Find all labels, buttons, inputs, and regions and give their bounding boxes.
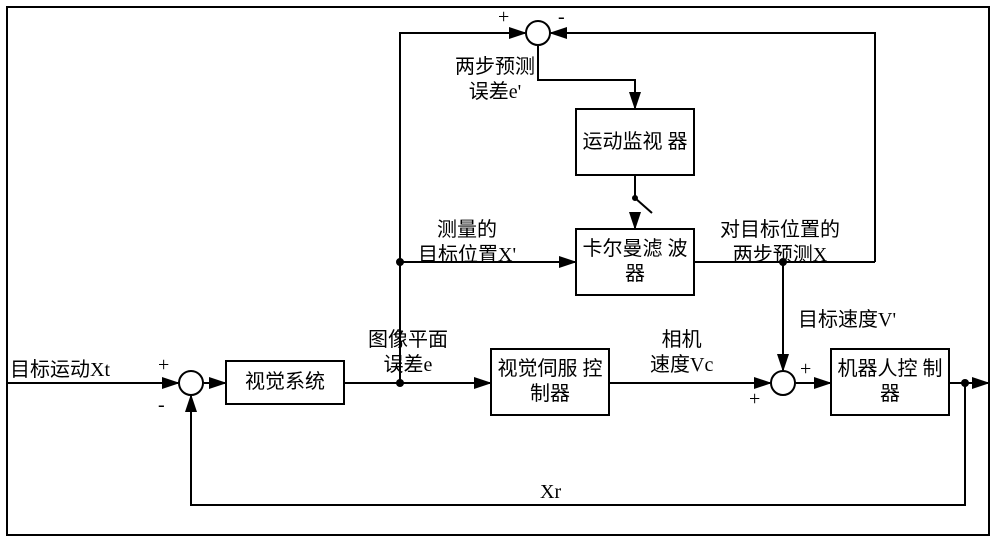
input-label: 目标运动Xt (10, 358, 110, 383)
motion-monitor-label: 运动监视 器 (583, 130, 688, 155)
robot-controller-label: 机器人控 制器 (832, 357, 948, 407)
servo-controller-label: 视觉伺服 控制器 (492, 357, 608, 407)
img-err-label: 图像平面 误差e (368, 328, 448, 378)
measured-pos-label: 测量的 目标位置X' (418, 218, 516, 268)
cam-vel-label: 相机 速度Vc (650, 328, 713, 378)
sign-left-minus: - (158, 394, 165, 417)
vision-system-block: 视觉系统 (225, 360, 345, 405)
feedback-label: Xr (540, 480, 561, 505)
sign-top-minus: - (558, 6, 565, 29)
sign-left-plus: + (158, 354, 169, 377)
sign-right-plus: + (749, 388, 760, 411)
kalman-filter-label: 卡尔曼滤 波器 (577, 237, 693, 287)
robot-controller-block: 机器人控 制器 (830, 348, 950, 416)
kalman-filter-block: 卡尔曼滤 波器 (575, 228, 695, 296)
sign-top-plus: + (498, 6, 509, 29)
summer-left (178, 370, 204, 396)
servo-controller-block: 视觉伺服 控制器 (490, 348, 610, 416)
sign-right-plus2: + (800, 358, 811, 381)
two-step-pred-label: 对目标位置的 两步预测X (720, 218, 840, 268)
summer-right (770, 370, 796, 396)
summer-top (525, 20, 551, 46)
target-vel-label: 目标速度V' (798, 308, 896, 333)
motion-monitor-block: 运动监视 器 (575, 108, 695, 176)
two-step-err-label: 两步预测 误差e' (455, 55, 535, 105)
